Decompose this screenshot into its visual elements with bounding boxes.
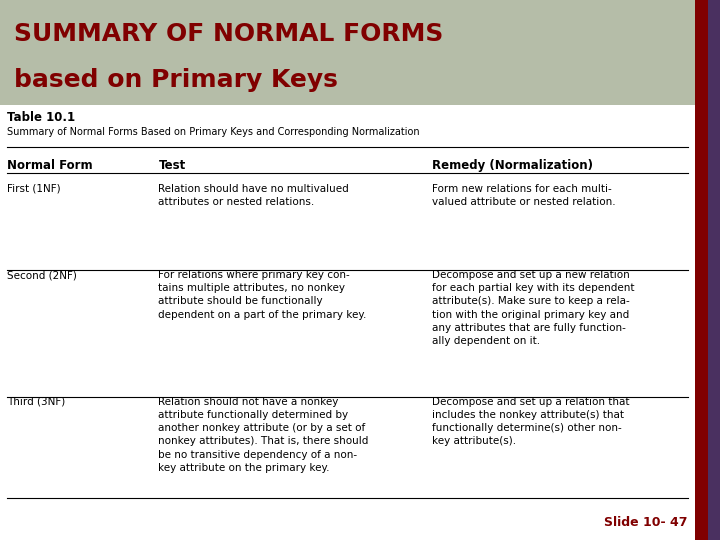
Text: based on Primary Keys: based on Primary Keys [14,68,338,91]
Text: Third (3NF): Third (3NF) [7,397,66,407]
Text: For relations where primary key con-
tains multiple attributes, no nonkey
attrib: For relations where primary key con- tai… [158,270,366,320]
Text: Table 10.1: Table 10.1 [7,111,76,124]
Text: Relation should have no multivalued
attributes or nested relations.: Relation should have no multivalued attr… [158,184,349,207]
Text: Slide 10- 47: Slide 10- 47 [604,516,688,529]
Text: Decompose and set up a relation that
includes the nonkey attribute(s) that
funct: Decompose and set up a relation that inc… [432,397,629,447]
Text: Second (2NF): Second (2NF) [7,270,77,280]
Text: Test: Test [158,159,186,172]
FancyBboxPatch shape [0,0,720,105]
FancyBboxPatch shape [695,0,708,540]
Text: Relation should not have a nonkey
attribute functionally determined by
another n: Relation should not have a nonkey attrib… [158,397,369,473]
Text: Normal Form: Normal Form [7,159,93,172]
Text: Decompose and set up a new relation
for each partial key with its dependent
attr: Decompose and set up a new relation for … [432,270,634,346]
Text: Summary of Normal Forms Based on Primary Keys and Corresponding Normalization: Summary of Normal Forms Based on Primary… [7,127,420,137]
Text: Remedy (Normalization): Remedy (Normalization) [432,159,593,172]
FancyBboxPatch shape [708,0,720,540]
Text: SUMMARY OF NORMAL FORMS: SUMMARY OF NORMAL FORMS [14,22,444,45]
Text: First (1NF): First (1NF) [7,184,60,194]
Text: Form new relations for each multi-
valued attribute or nested relation.: Form new relations for each multi- value… [432,184,616,207]
